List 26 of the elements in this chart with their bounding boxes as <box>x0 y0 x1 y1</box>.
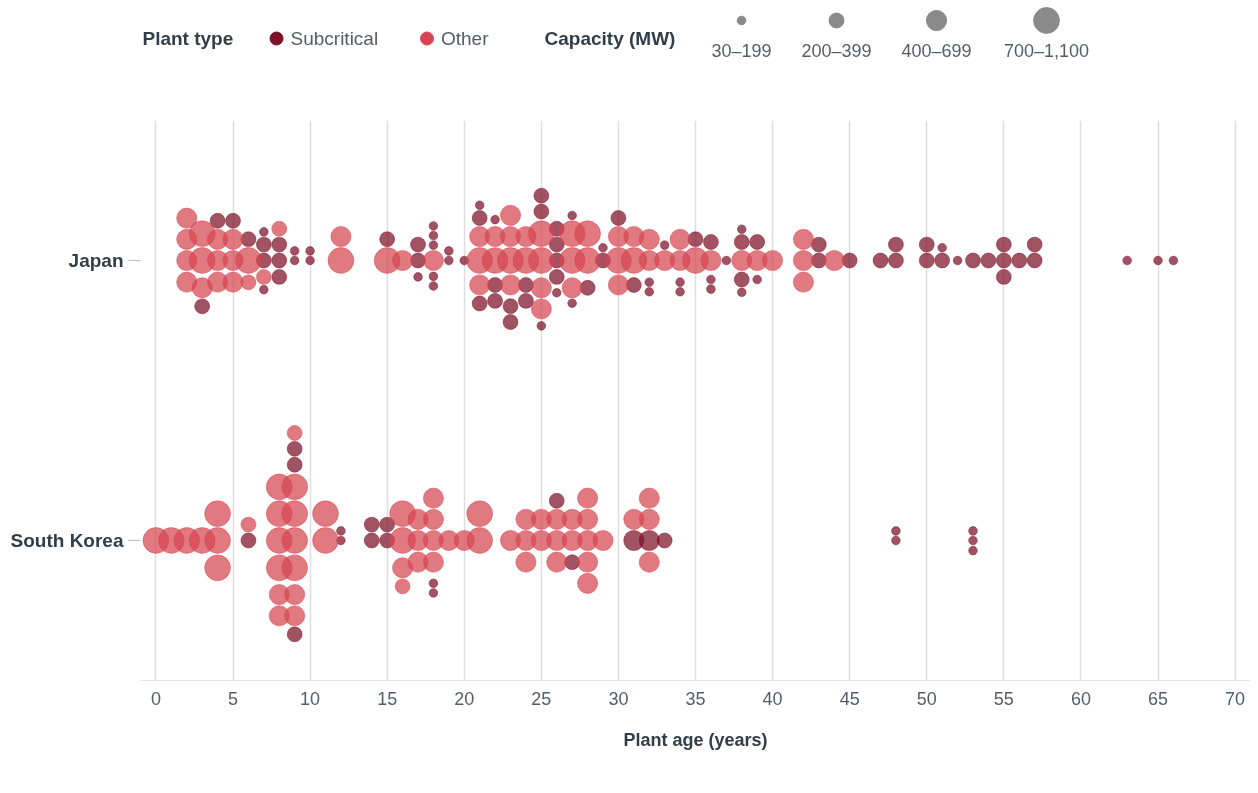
legend-title: Plant type <box>142 28 234 49</box>
x-tick-label: 55 <box>993 688 1014 709</box>
x-tick-label: 25 <box>531 688 552 709</box>
x-tick-label: 15 <box>377 688 398 709</box>
x-tick-label: 5 <box>227 688 239 709</box>
legend-label: 700–1,100 <box>1003 40 1090 61</box>
x-tick-label: 40 <box>762 688 783 709</box>
text: Capacity (MW) <box>544 28 676 49</box>
x-tick-label: 0 <box>150 688 161 709</box>
y-tick-label: Japan <box>68 250 124 271</box>
x-tick-label: 70 <box>1225 688 1246 709</box>
legend-label: Other <box>441 28 490 49</box>
x-tick-label: 10 <box>300 688 321 709</box>
x-tick-label: 20 <box>454 688 475 709</box>
x-tick-label: 35 <box>685 688 706 709</box>
x-tick-label: 45 <box>839 688 860 709</box>
legend-label: 400–699 <box>901 40 972 61</box>
x-tick-label: 65 <box>1147 688 1169 709</box>
y-tick-label: South Korea <box>10 530 124 551</box>
x-axis-title: Plant age (years) <box>623 729 768 750</box>
x-tick-label: 50 <box>916 688 937 709</box>
legend-label: 200–399 <box>801 40 872 61</box>
x-tick-label: 60 <box>1070 688 1091 709</box>
x-tick-label: 30 <box>608 688 629 709</box>
legend-label: 30–199 <box>711 40 772 61</box>
legend-label: Subcritical <box>290 28 379 49</box>
